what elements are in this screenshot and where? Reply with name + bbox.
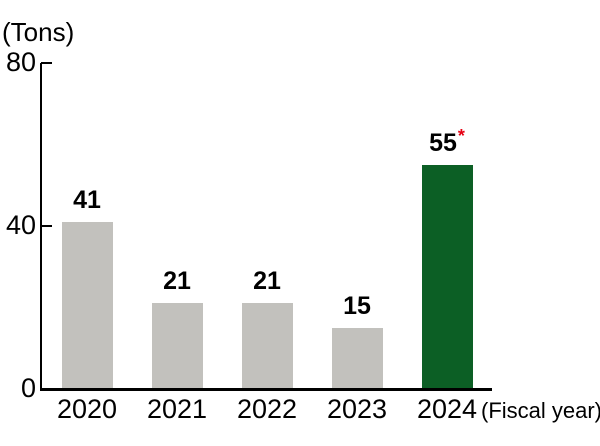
asterisk-marker: *	[457, 126, 465, 146]
bar-value-2024: 55*	[429, 126, 465, 157]
y-tick-40	[41, 225, 52, 227]
x-tick-label-2020: 2020	[56, 394, 118, 424]
bar-2021	[152, 303, 203, 389]
x-tick-label-2021: 2021	[146, 394, 208, 424]
bar-value-2021: 21	[163, 267, 191, 295]
x-tick-label-2024: 2024	[416, 394, 478, 424]
y-tick-label-40: 40	[5, 210, 36, 240]
x-axis-unit-label: (Fiscal year)	[481, 398, 600, 423]
bar-value-2022: 21	[253, 267, 281, 295]
x-tick-label-2023: 2023	[326, 394, 388, 424]
x-axis-line	[40, 388, 492, 391]
bar-2020	[62, 222, 113, 389]
bar-2024	[422, 165, 473, 389]
y-tick-80	[41, 62, 52, 64]
x-tick-label-2022: 2022	[236, 394, 298, 424]
y-axis-unit-label: (Tons)	[2, 17, 75, 47]
bar-2022	[242, 303, 293, 389]
y-tick-label-0: 0	[20, 373, 36, 403]
bar-value-2020: 41	[73, 186, 101, 214]
bar-value-2023: 15	[343, 292, 371, 320]
y-tick-label-80: 80	[5, 47, 36, 77]
bar-2023	[332, 328, 383, 389]
